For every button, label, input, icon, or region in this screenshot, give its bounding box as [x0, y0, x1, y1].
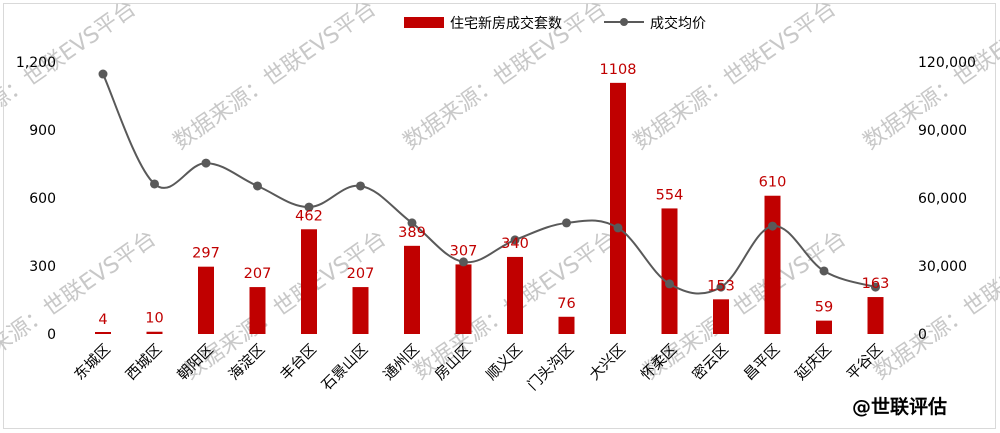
bar-series	[95, 82, 884, 334]
bar	[713, 299, 729, 334]
line-marker	[613, 223, 623, 233]
bar	[764, 195, 781, 334]
line-marker	[253, 181, 262, 191]
bar	[249, 287, 266, 334]
line-marker	[98, 69, 108, 79]
category-label: 西城区	[123, 341, 166, 384]
right-axis-tick: 30,000	[918, 259, 967, 275]
bar	[404, 245, 420, 334]
bar-value-label: 1108	[600, 62, 637, 78]
line-marker	[768, 221, 777, 231]
left-axis: 0 300 600 900 1,200	[16, 55, 56, 343]
bar	[816, 320, 832, 334]
right-axis-tick: 0	[918, 327, 927, 343]
bar-value-label: 76	[557, 296, 575, 312]
category-label: 昌平区	[741, 342, 783, 384]
bar-value-label: 59	[815, 300, 833, 316]
bar	[507, 256, 523, 334]
watermark-text: 数据来源：世联EVS平台	[869, 226, 1000, 385]
category-label: 顺义区	[483, 341, 526, 384]
bar	[455, 264, 472, 334]
line-marker	[201, 158, 211, 168]
bar-value-label: 207	[347, 266, 375, 282]
line-marker	[304, 202, 314, 212]
bar	[146, 331, 163, 334]
credit-text: @世联评估	[852, 395, 947, 418]
line-series	[98, 69, 880, 295]
right-axis-tick: 60,000	[918, 191, 967, 207]
bar-value-label: 307	[450, 243, 478, 259]
bar-value-label: 610	[759, 175, 787, 191]
line-marker	[716, 282, 726, 292]
line-marker	[871, 282, 880, 292]
bar-value-label: 389	[398, 225, 426, 241]
left-axis-tick: 0	[47, 327, 56, 343]
category-label: 石景山区	[318, 341, 371, 394]
category-label: 丰台区	[277, 341, 320, 384]
line-marker	[459, 257, 468, 267]
chart-frame	[3, 3, 996, 429]
line-marker	[510, 235, 520, 245]
legend: 住宅新房成交套数 成交均价	[404, 15, 706, 32]
left-axis-tick: 300	[29, 259, 56, 275]
legend-bar-label: 住宅新房成交套数	[450, 15, 562, 32]
bar-value-label: 554	[656, 187, 684, 203]
bar	[610, 82, 626, 334]
right-axis: 0 30,000 60,000 90,000 120,000	[918, 55, 976, 343]
line-marker	[356, 181, 365, 191]
legend-line-label: 成交均价	[650, 15, 706, 32]
bar	[558, 316, 575, 334]
line-marker	[150, 179, 159, 189]
legend-line-marker	[620, 18, 628, 26]
left-axis-tick: 600	[29, 191, 56, 207]
bar-value-label: 10	[145, 311, 163, 327]
watermark-text: 数据来源：世联EVS平台	[169, 0, 381, 155]
legend-bar-swatch	[404, 17, 444, 28]
category-label: 大兴区	[586, 341, 629, 384]
bar-value-label: 207	[244, 266, 272, 282]
bar-data-labels: 4 10 297 207 462 207 389 307 340 76 1108 554 153 610 5…	[98, 62, 889, 328]
right-axis-tick: 90,000	[918, 123, 967, 139]
watermark-text: 数据来源：世联EVS平台	[0, 0, 141, 155]
x-axis-categories: 东城区 西城区 朝阳区 海淀区 丰台区 石景山区 通州区 房山区 顺义区 门头沟区 大兴区 怀柔区 密云…	[71, 341, 886, 394]
right-axis-tick: 120,000	[918, 55, 976, 71]
left-axis-tick: 900	[29, 123, 56, 139]
left-axis-tick: 1,200	[16, 55, 56, 71]
bar-value-label: 4	[98, 312, 107, 328]
bar	[95, 332, 111, 334]
bar	[301, 229, 317, 334]
watermark-layer: 数据来源：世联EVS平台 数据来源：世联EVS平台 数据来源：世联EVS平台 数据来源…	[0, 0, 1000, 385]
bar	[867, 297, 884, 334]
bar-value-label: 163	[862, 276, 890, 292]
bar-value-label: 340	[501, 236, 529, 252]
line-marker	[665, 279, 674, 289]
bar	[661, 208, 678, 334]
bar-value-label: 462	[295, 208, 323, 224]
line-marker	[819, 266, 829, 276]
line-marker	[562, 218, 571, 228]
bar	[352, 287, 369, 334]
category-label: 门头沟区	[524, 341, 577, 394]
bar-value-label: 153	[707, 278, 735, 294]
category-label: 东城区	[71, 341, 114, 384]
bar	[198, 266, 214, 334]
line-marker	[407, 218, 417, 228]
bar-value-label: 297	[192, 246, 220, 262]
category-label: 延庆区	[792, 341, 835, 384]
